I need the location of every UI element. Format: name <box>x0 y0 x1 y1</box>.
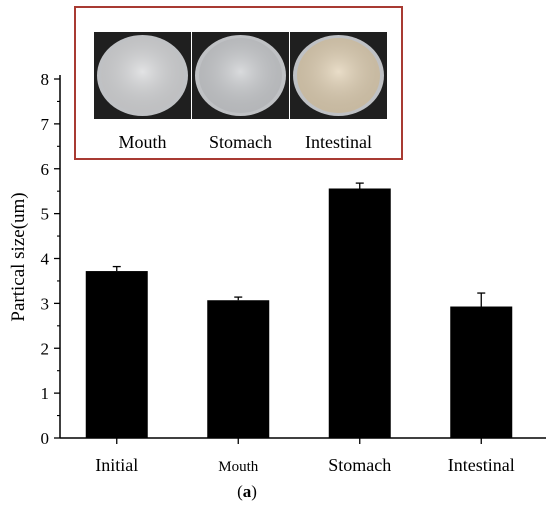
y-ticks: 0 1 2 3 4 5 6 7 8 <box>41 70 60 448</box>
y-tick-label: 4 <box>41 250 50 269</box>
inset-labels: Mouth Stomach Intestinal <box>118 132 372 152</box>
caption-letter: a <box>243 482 252 501</box>
x-tick-label-stomach: Stomach <box>328 455 391 475</box>
y-tick-label: 0 <box>41 429 50 448</box>
bar-mouth <box>207 300 270 438</box>
y-tick-label: 7 <box>41 115 50 134</box>
x-tick-label-initial: Initial <box>95 455 138 475</box>
x-tick-label-mouth: Mouth <box>218 459 259 475</box>
caption-open: ( <box>237 482 243 501</box>
bars <box>85 182 513 438</box>
inset-label-mouth: Mouth <box>118 132 166 152</box>
figure-caption: (a) <box>237 482 257 501</box>
dish-shade-mouth <box>101 38 184 113</box>
x-tick-label-intestinal: Intestinal <box>448 455 515 475</box>
y-tick-label: 3 <box>41 294 50 313</box>
dish-shade-stomach <box>199 38 282 113</box>
bar-intestinal <box>450 306 513 438</box>
inset-panel: Mouth Stomach Intestinal <box>74 6 403 160</box>
y-tick-label: 2 <box>41 339 50 358</box>
bar-stomach <box>328 188 391 438</box>
x-labels: Initial Mouth Stomach Intestinal <box>95 438 515 475</box>
inset-photos <box>94 32 387 119</box>
inset-label-stomach: Stomach <box>209 132 272 152</box>
inset-label-intestinal: Intestinal <box>305 132 372 152</box>
bar-initial <box>85 271 148 438</box>
y-tick-label: 6 <box>41 160 50 179</box>
y-tick-label: 5 <box>41 205 50 224</box>
y-tick-label: 1 <box>41 384 50 403</box>
dish-shade-intestinal <box>297 38 380 113</box>
y-tick-label: 8 <box>41 70 50 89</box>
caption-close: ) <box>251 482 257 501</box>
y-axis-label: Partical size(um) <box>8 192 29 321</box>
